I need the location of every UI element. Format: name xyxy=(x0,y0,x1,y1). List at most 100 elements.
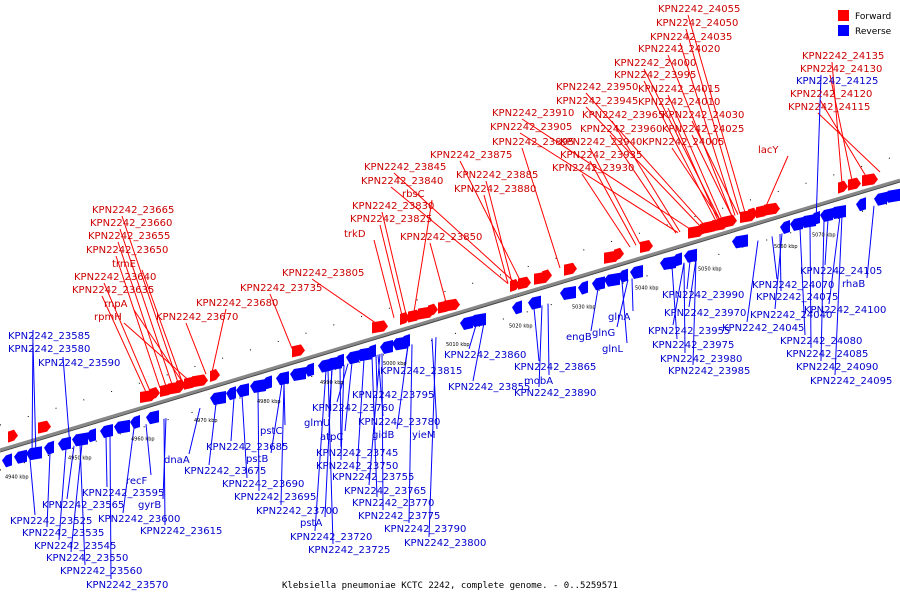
forward-gene-feature[interactable] xyxy=(518,276,531,290)
reverse-gene-feature[interactable] xyxy=(86,428,96,443)
reverse-gene-feature[interactable] xyxy=(780,220,790,234)
reverse-gene-label[interactable]: KPN2242_24080 xyxy=(780,336,862,347)
reverse-gene-feature[interactable] xyxy=(44,440,54,455)
forward-gene-label[interactable]: rbsC xyxy=(402,189,425,200)
forward-gene-feature[interactable] xyxy=(408,309,421,323)
forward-gene-label[interactable]: KPN2242_23640 xyxy=(74,272,156,283)
reverse-gene-feature[interactable] xyxy=(672,252,682,267)
reverse-gene-feature[interactable] xyxy=(470,313,486,327)
reverse-gene-feature[interactable] xyxy=(26,446,42,461)
forward-gene-feature[interactable] xyxy=(372,320,388,334)
reverse-gene-label[interactable]: KPN2242_23685 xyxy=(206,442,288,453)
reverse-gene-label[interactable]: KPN2242_23755 xyxy=(332,472,414,483)
forward-gene-feature[interactable] xyxy=(564,262,577,276)
forward-gene-label[interactable]: KPN2242_23875 xyxy=(430,150,512,161)
forward-gene-feature[interactable] xyxy=(210,369,220,382)
forward-gene-feature[interactable] xyxy=(292,344,305,358)
forward-gene-label[interactable]: KPN2242_24030 xyxy=(662,110,744,121)
reverse-gene-label[interactable]: KPN2242_23700 xyxy=(256,506,338,517)
reverse-gene-label[interactable]: KPN2242_23770 xyxy=(352,498,434,509)
reverse-gene-feature[interactable] xyxy=(236,383,249,398)
forward-gene-label[interactable]: KPN2242_23735 xyxy=(240,283,322,294)
reverse-gene-feature[interactable] xyxy=(380,340,393,354)
reverse-gene-label[interactable]: pstA xyxy=(300,518,322,529)
reverse-gene-feature[interactable] xyxy=(856,197,866,212)
reverse-gene-label[interactable]: KPN2242_24045 xyxy=(722,323,804,334)
reverse-gene-feature[interactable] xyxy=(528,295,541,310)
reverse-gene-label[interactable]: gidB xyxy=(372,430,394,441)
reverse-gene-feature[interactable] xyxy=(262,375,272,390)
reverse-gene-label[interactable]: KPN2242_23750 xyxy=(316,461,398,472)
forward-gene-label[interactable]: KPN2242_24010 xyxy=(638,97,720,108)
forward-gene-label[interactable]: KPN2242_23660 xyxy=(90,218,172,229)
forward-gene-feature[interactable] xyxy=(444,298,460,312)
reverse-gene-label[interactable]: KPN2242_23760 xyxy=(312,403,394,414)
reverse-gene-label[interactable]: KPN2242_23775 xyxy=(358,511,440,522)
reverse-gene-label[interactable]: KPN2242_23780 xyxy=(358,417,440,428)
reverse-gene-label[interactable]: KPN2242_23865 xyxy=(514,362,596,373)
reverse-gene-feature[interactable] xyxy=(604,272,620,287)
forward-gene-feature[interactable] xyxy=(862,173,878,187)
forward-gene-feature[interactable] xyxy=(542,269,552,283)
reverse-gene-feature[interactable] xyxy=(618,268,628,283)
forward-gene-feature[interactable] xyxy=(150,387,160,400)
reverse-gene-feature[interactable] xyxy=(276,371,289,386)
reverse-gene-label[interactable]: recF xyxy=(126,476,148,487)
forward-gene-label[interactable]: KPN2242_23965 xyxy=(582,110,664,121)
forward-gene-label[interactable]: KPN2242_23840 xyxy=(361,176,443,187)
reverse-gene-label[interactable]: KPN2242_23955 xyxy=(648,326,730,337)
forward-gene-label[interactable]: KPN2242_23805 xyxy=(282,268,364,279)
reverse-gene-feature[interactable] xyxy=(226,386,236,401)
reverse-gene-feature[interactable] xyxy=(130,415,140,429)
forward-gene-label[interactable]: KPN2242_23995 xyxy=(614,70,696,81)
forward-gene-feature[interactable] xyxy=(510,279,520,292)
forward-gene-label[interactable]: KPN2242_24135 xyxy=(802,51,884,62)
reverse-gene-label[interactable]: KPN2242_23980 xyxy=(660,354,742,365)
forward-gene-label[interactable]: KPN2242_23905 xyxy=(490,122,572,133)
reverse-gene-feature[interactable] xyxy=(114,419,130,434)
forward-gene-feature[interactable] xyxy=(640,240,653,253)
forward-gene-label[interactable]: KPN2242_23665 xyxy=(92,205,174,216)
forward-gene-label[interactable]: KPN2242_23895 xyxy=(492,137,574,148)
reverse-gene-feature[interactable] xyxy=(72,432,88,447)
reverse-gene-label[interactable]: KPN2242_23745 xyxy=(316,448,398,459)
forward-gene-label[interactable]: KPN2242_23825 xyxy=(350,214,432,225)
reverse-gene-feature[interactable] xyxy=(2,453,12,468)
reverse-gene-label[interactable]: gyrB xyxy=(138,500,161,511)
reverse-gene-label[interactable]: KPN2242_23545 xyxy=(34,541,116,552)
forward-gene-label[interactable]: KPN2242_24020 xyxy=(638,44,720,55)
reverse-gene-label[interactable]: KPN2242_23985 xyxy=(668,366,750,377)
reverse-gene-label[interactable]: KPN2242_23765 xyxy=(344,486,426,497)
forward-gene-feature[interactable] xyxy=(176,379,186,393)
reverse-gene-label[interactable]: KPN2242_23860 xyxy=(444,350,526,361)
reverse-gene-feature[interactable] xyxy=(578,280,588,295)
reverse-gene-feature[interactable] xyxy=(560,286,576,300)
reverse-gene-label[interactable]: KPN2242_23690 xyxy=(222,479,304,490)
reverse-gene-label[interactable]: KPN2242_24125 xyxy=(796,76,878,87)
forward-gene-label[interactable]: lacY xyxy=(758,145,779,156)
forward-gene-label[interactable]: KPN2242_23845 xyxy=(364,162,446,173)
reverse-gene-feature[interactable] xyxy=(250,379,266,393)
forward-gene-label[interactable]: KPN2242_23655 xyxy=(88,231,170,242)
reverse-gene-feature[interactable] xyxy=(592,276,605,291)
reverse-gene-feature[interactable] xyxy=(146,410,159,425)
reverse-gene-feature[interactable] xyxy=(512,300,522,315)
reverse-gene-feature[interactable] xyxy=(810,211,820,225)
forward-gene-label[interactable]: KPN2242_24050 xyxy=(656,18,738,29)
reverse-gene-label[interactable]: KPN2242_23570 xyxy=(86,580,168,591)
reverse-gene-feature[interactable] xyxy=(790,217,803,231)
forward-gene-feature[interactable] xyxy=(428,303,438,317)
reverse-gene-label[interactable]: KPN2242_24090 xyxy=(796,362,878,373)
reverse-gene-feature[interactable] xyxy=(820,208,833,222)
reverse-gene-label[interactable]: KPN2242_23975 xyxy=(652,340,734,351)
reverse-gene-feature[interactable] xyxy=(346,350,359,365)
forward-gene-label[interactable]: KPN2242_23670 xyxy=(156,312,238,323)
reverse-gene-label[interactable]: yieM xyxy=(412,430,435,441)
reverse-gene-label[interactable]: KPN2242_24075 xyxy=(756,292,838,303)
reverse-gene-label[interactable]: KPN2242_23695 xyxy=(234,492,316,503)
forward-gene-feature[interactable] xyxy=(400,312,410,325)
forward-gene-feature[interactable] xyxy=(848,177,861,191)
forward-gene-feature[interactable] xyxy=(724,214,737,228)
forward-gene-feature[interactable] xyxy=(764,202,780,216)
forward-gene-label[interactable]: KPN2242_24120 xyxy=(790,89,872,100)
